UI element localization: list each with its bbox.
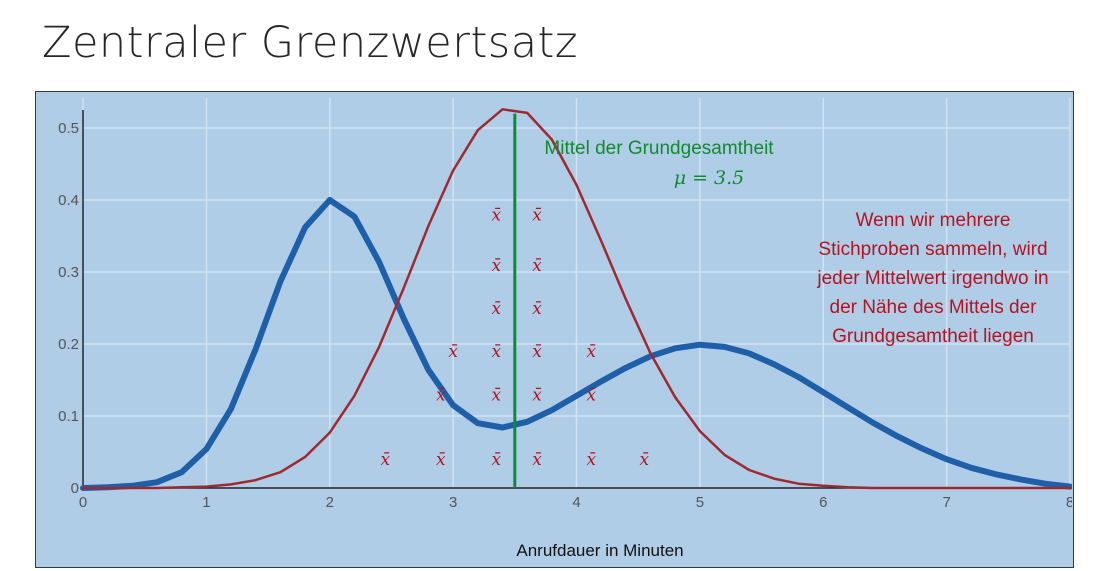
sample-mean-marks: x̄ x̄ x̄ x̄ x̄ x̄ x̄ x̄ x̄ x̄ x̄ x̄ x̄ x̄ x̄ x̄ x̄ x̄ x̄ x̄ (380, 205, 649, 470)
distribution-chart: 0 1 2 3 4 5 6 7 800.10.20.30.40.5 x̄ x̄x̄ x̄x̄ x̄x̄… (58, 98, 1072, 560)
note-line: Stichproben sammeln, wird (818, 239, 1047, 260)
sample-mean-mark: x̄ (532, 342, 542, 362)
y-tick-label: 0 (71, 480, 79, 497)
sample-mean-mark: x̄ (492, 342, 502, 362)
grid-lines (82, 98, 1071, 488)
x-tick-label: 4 (572, 494, 580, 511)
sample-mean-mark: x̄ (436, 385, 446, 405)
sample-mean-mark: x̄ (532, 205, 542, 225)
x-tick-label: 5 (696, 494, 704, 511)
sample-mean-mark: x̄ (492, 205, 502, 225)
x-tick-label: 3 (449, 494, 457, 511)
sample-mean-mark: x̄ (587, 342, 597, 362)
note-line: Grundgesamtheit liegen (832, 326, 1034, 347)
series-line-1 (80, 197, 1072, 491)
x-tick-label: 8 (1066, 494, 1072, 511)
sample-mean-mark: x̄ (492, 256, 502, 276)
sample-mean-mark: x̄ (640, 450, 650, 470)
x-tick-label: 2 (326, 494, 334, 511)
sample-mean-mark: x̄ (532, 385, 542, 405)
chart-frame: 0 1 2 3 4 5 6 7 8 0 0.1 0.2 0.3 0.4 0.5 x̄ x̄ x̄ x̄ x̄ x̄ x̄… (35, 91, 1074, 568)
x-axis-label: Anrufdauer in Minuten (516, 541, 683, 560)
note-line: Wenn wir mehrere (856, 210, 1011, 231)
x-tick-label: 7 (942, 494, 950, 511)
y-tick-label: 0.4 (58, 192, 79, 209)
y-tick-label: 0.2 (58, 336, 79, 353)
sample-mean-mark: x̄ (587, 385, 597, 405)
sample-mean-mark: x̄ (380, 450, 390, 470)
sample-mean-mark: x̄ (448, 342, 458, 362)
note-line: jeder Mittelwert irgendwo in (816, 268, 1048, 289)
mean-label: Mittel der Grundgesamtheit (544, 138, 774, 159)
sample-mean-mark: x̄ (436, 450, 446, 470)
sample-mean-mark: x̄ (492, 385, 502, 405)
slide-title: Zentraler Grenzwertsatz (42, 18, 578, 68)
series-curves (80, 108, 1072, 491)
sample-mean-mark: x̄ (492, 450, 502, 470)
sample-mean-mark: x̄ (587, 450, 597, 470)
y-tick-label: 0.5 (58, 120, 79, 137)
x-tick-label: 0 (79, 494, 87, 511)
sample-mean-mark: x̄ (532, 299, 542, 319)
annotations: Mittel der Grundgesamtheit μ = 3.5 Wenn … (544, 138, 1048, 347)
x-tick-label: 1 (202, 494, 210, 511)
y-tick-label: 0.1 (58, 408, 79, 425)
y-tick-label: 0.3 (58, 264, 79, 281)
mean-value: μ = 3.5 (674, 167, 745, 189)
note-line: der Nähe des Mittels der (830, 297, 1038, 318)
tick-labels: 0 1 2 3 4 5 6 7 8 0 0.1 0.2 0.3 0.4 0.5 (58, 120, 1072, 511)
sample-mean-mark: x̄ (532, 256, 542, 276)
x-tick-label: 6 (819, 494, 827, 511)
sample-mean-mark: x̄ (532, 450, 542, 470)
sample-mean-mark: x̄ (492, 299, 502, 319)
series-line-2 (81, 108, 1072, 490)
